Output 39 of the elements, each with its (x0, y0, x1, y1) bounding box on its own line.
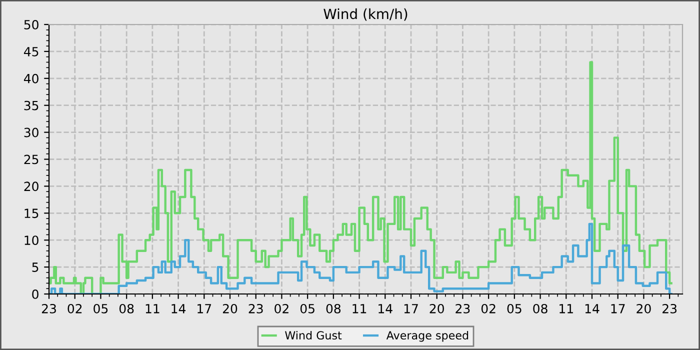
x-tick-label: 05 (300, 304, 314, 314)
x-tick-label: 20 (222, 304, 238, 314)
y-tick-label: 15 (24, 208, 38, 218)
y-tick-label: 0 (32, 289, 38, 299)
x-tick-label: 23 (42, 304, 56, 314)
x-tick-label: 23 (248, 304, 263, 314)
x-tick-label: 05 (507, 304, 522, 314)
x-tick-label: 02 (481, 304, 496, 314)
y-tick-label: 10 (24, 236, 38, 246)
y-tick-label: 20 (24, 182, 38, 192)
y-tick-label: 5 (32, 262, 38, 272)
y-tick-label: 35 (24, 100, 38, 110)
x-tick-label: 02 (68, 304, 82, 314)
x-tick-label: 08 (326, 304, 341, 314)
x-tick-label: 17 (404, 304, 418, 314)
x-tick-label: 11 (352, 304, 366, 314)
x-tick-label: 23 (456, 304, 470, 314)
x-tick-label: 05 (94, 304, 108, 314)
x-tick-label: 02 (274, 304, 288, 314)
legend-label: Average speed (386, 330, 468, 342)
legend-label: Wind Gust (285, 330, 342, 340)
x-tick-label: 14 (172, 304, 186, 314)
x-tick-label: 08 (533, 304, 548, 314)
x-tick-label: 20 (636, 304, 651, 314)
x-tick-label: 23 (662, 304, 677, 314)
y-tick-label: 30 (24, 128, 38, 138)
chart-title: Wind (km/h) (324, 8, 408, 21)
x-tick-label: 11 (560, 304, 573, 314)
y-tick-label: 45 (24, 47, 38, 56)
x-tick-label: 20 (430, 304, 444, 314)
x-tick-label: 17 (611, 304, 625, 314)
x-tick-label: 17 (198, 304, 212, 314)
x-tick-label: 11 (146, 304, 160, 314)
y-tick-label: 25 (24, 154, 38, 164)
y-tick-label: 50 (24, 20, 38, 30)
x-tick-label: 08 (119, 304, 134, 314)
y-tick-label: 40 (24, 74, 38, 84)
x-tick-label: 14 (585, 304, 600, 314)
x-tick-label: 14 (378, 304, 392, 314)
